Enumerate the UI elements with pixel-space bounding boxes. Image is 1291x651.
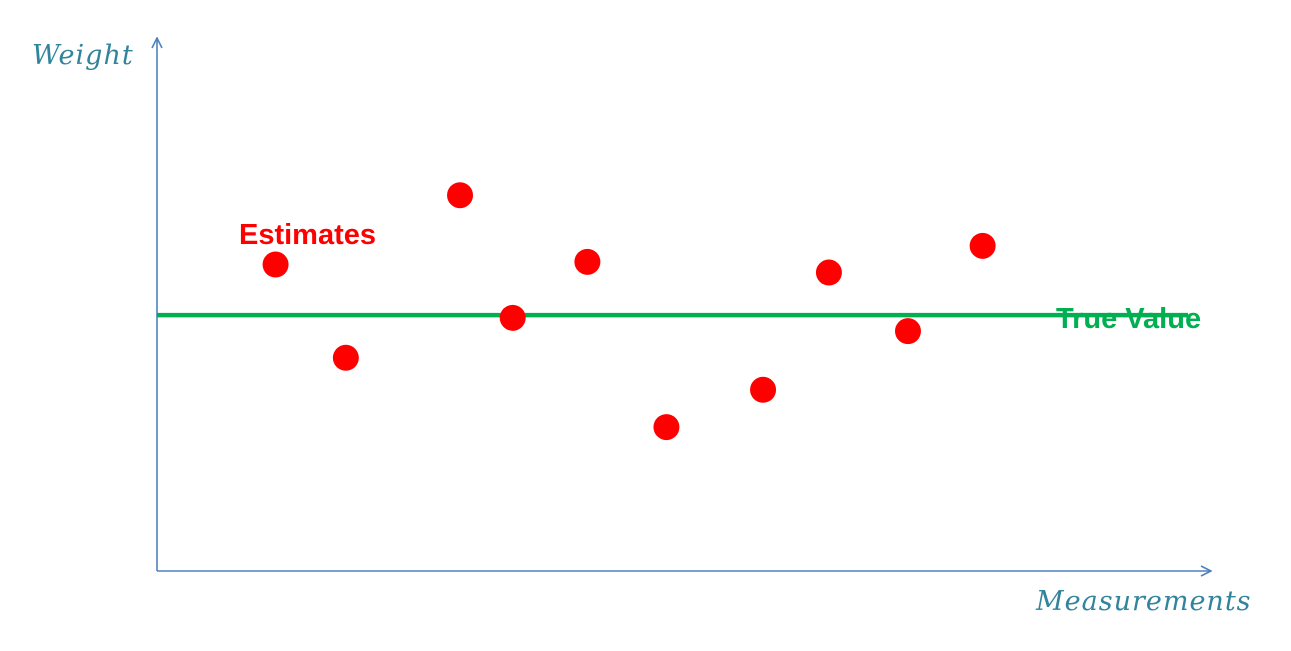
estimate-point-8 [815, 259, 842, 286]
estimates-label: Estimates [239, 219, 376, 251]
estimate-point-10 [969, 232, 996, 259]
y-axis-label: Weight [32, 40, 134, 71]
estimate-point-6 [653, 414, 680, 441]
estimate-point-5 [574, 248, 601, 275]
estimate-points [262, 182, 996, 441]
estimate-point-7 [750, 376, 777, 403]
true-value-label: True Value [1056, 303, 1201, 335]
estimate-point-9 [894, 318, 921, 345]
x-axis-label: Measurements [1035, 586, 1252, 617]
estimate-point-4 [499, 304, 526, 331]
estimate-point-3 [447, 182, 474, 209]
estimate-point-2 [332, 344, 359, 371]
estimate-point-1 [262, 251, 289, 278]
